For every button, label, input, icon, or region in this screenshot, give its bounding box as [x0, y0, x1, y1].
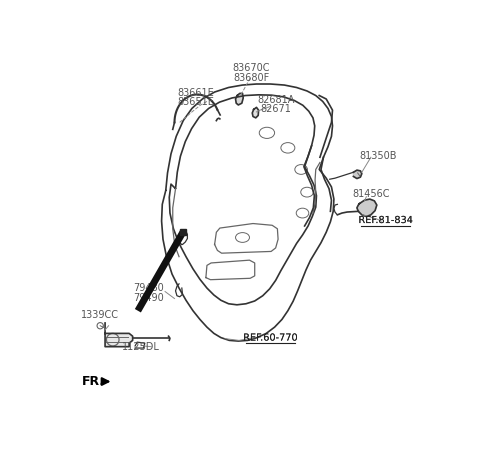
Polygon shape [357, 199, 377, 217]
Text: REF.60-770: REF.60-770 [243, 333, 298, 342]
Text: 1125DL: 1125DL [122, 342, 160, 352]
Polygon shape [252, 107, 259, 118]
Polygon shape [236, 93, 243, 105]
Text: 82671: 82671 [260, 105, 291, 115]
Polygon shape [105, 323, 132, 347]
Text: 83661E: 83661E [177, 88, 214, 98]
Text: 82681A: 82681A [257, 95, 294, 105]
Text: 83680F: 83680F [233, 73, 269, 83]
Text: 81456C: 81456C [353, 189, 390, 199]
Text: 81350B: 81350B [360, 150, 397, 160]
Text: 83651E: 83651E [177, 97, 214, 107]
Polygon shape [353, 170, 362, 178]
Text: 83670C: 83670C [232, 63, 270, 73]
Text: 79490: 79490 [133, 293, 164, 303]
Text: REF.81-834: REF.81-834 [359, 215, 413, 225]
Text: 79480: 79480 [133, 283, 164, 293]
Text: FR.: FR. [82, 375, 105, 388]
Text: 1339CC: 1339CC [81, 310, 119, 320]
